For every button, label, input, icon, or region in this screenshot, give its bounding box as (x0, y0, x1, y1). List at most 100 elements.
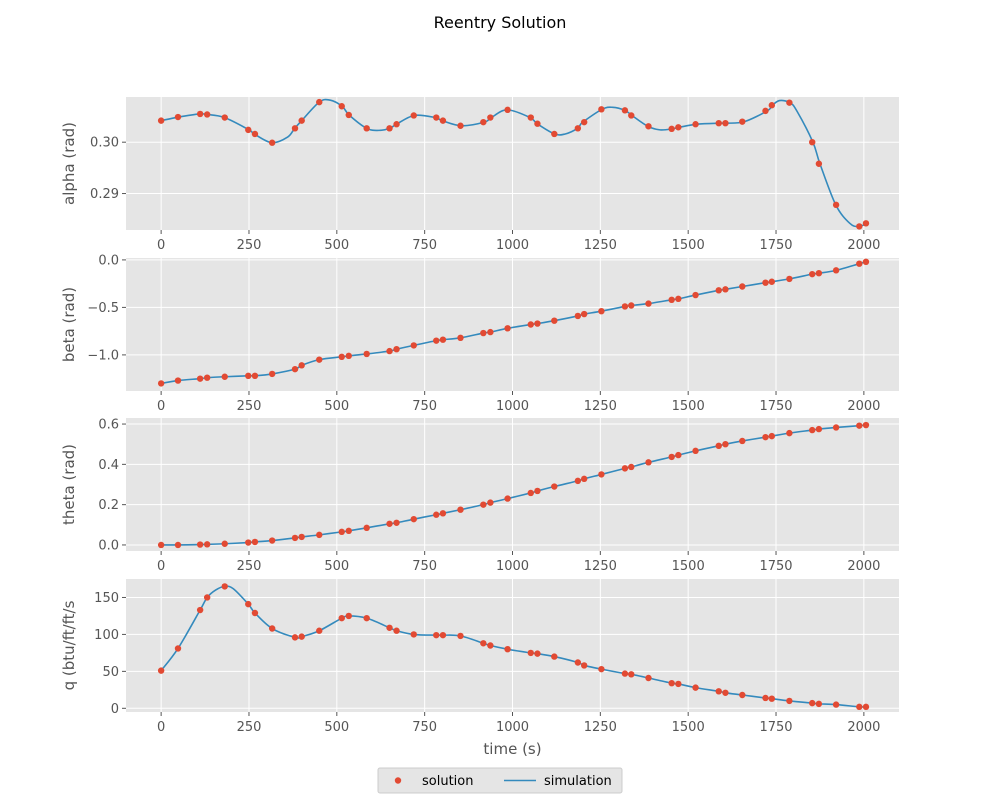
solution-point (574, 477, 582, 485)
solution-point (504, 495, 511, 502)
solution-point (692, 121, 699, 128)
x-tick-label: 250 (237, 559, 262, 574)
solution-point (433, 631, 440, 639)
solution-point (856, 260, 863, 267)
solution-point (722, 119, 729, 127)
solution-point (527, 321, 534, 328)
subplot-1: 0 250 500 750 1000 1250 1500 1750 2000 0.29 0.30 al… (60, 97, 899, 253)
solution-point (363, 524, 370, 532)
x-tick-label: 1500 (672, 559, 705, 574)
x-tick-label: 500 (324, 720, 349, 735)
solution-point (551, 317, 558, 324)
solution-point (221, 373, 228, 380)
solution-point (645, 123, 652, 130)
solution-point (786, 99, 793, 106)
solution-point (345, 527, 352, 535)
solution-point (675, 680, 682, 688)
solution-point (439, 631, 447, 639)
y-tick-label: 100 (94, 628, 119, 643)
x-tick-label: 750 (412, 720, 437, 735)
solution-point (245, 539, 252, 546)
solution-point (251, 609, 259, 617)
solution-point (291, 634, 299, 641)
x-tick-label: 0 (157, 559, 165, 574)
solution-point (245, 126, 252, 134)
solution-point (157, 380, 165, 387)
simulation-line (161, 424, 867, 546)
solution-point (433, 337, 440, 344)
solution-point (221, 540, 228, 547)
solution-point (386, 125, 393, 132)
solution-point (393, 519, 400, 526)
solution-point (251, 372, 259, 379)
y-axis-label: theta (rad) (60, 444, 78, 525)
solution-point (675, 124, 682, 131)
solution-point (363, 350, 370, 358)
solution-point (196, 110, 204, 118)
solution-point (480, 329, 487, 337)
solution-point (832, 201, 840, 209)
solution-point (203, 374, 211, 381)
solution-point (722, 286, 729, 293)
solution-point (551, 483, 558, 490)
solution-point (768, 278, 776, 285)
solution-point (580, 310, 588, 318)
x-tick-label: 1500 (672, 399, 705, 414)
x-tick-label: 1250 (584, 720, 617, 735)
solution-point (251, 538, 259, 546)
solution-point (534, 487, 541, 495)
solution-point (316, 356, 323, 363)
solution-point (856, 223, 863, 230)
y-tick-label: 50 (102, 665, 119, 680)
solution-point (433, 511, 440, 518)
solution-point (668, 679, 675, 687)
solution-point (298, 633, 305, 640)
solution-point (621, 670, 629, 677)
x-tick-label: 1750 (759, 399, 792, 414)
solution-point (393, 121, 400, 128)
solution-point (628, 302, 635, 309)
subplot-2: 0 250 500 750 1000 1250 1500 1750 2000 −1.0 −0.5 0.… (60, 253, 899, 414)
x-axis-label: time (s) (483, 740, 541, 758)
x-tick-label: 1250 (584, 399, 617, 414)
solution-point (598, 106, 605, 113)
x-tick-label: 0 (157, 720, 165, 735)
solution-point (504, 325, 511, 332)
solution-point (551, 653, 558, 660)
solution-point (815, 270, 823, 277)
solution-point (268, 537, 276, 544)
solution-point (203, 594, 211, 601)
solution-point (809, 699, 816, 707)
y-tick-label: −0.5 (87, 301, 119, 316)
subplot-4: 0 250 500 750 1000 1250 1500 1750 2000 0 50 100 150 q… (60, 579, 899, 758)
solution-point (268, 625, 276, 632)
solution-point (291, 365, 299, 373)
solution-point (480, 501, 487, 508)
solution-point (410, 515, 417, 523)
solution-point (692, 684, 699, 691)
x-tick-label: 1250 (584, 559, 617, 574)
solution-point (196, 375, 204, 382)
solution-point (457, 632, 464, 640)
x-tick-label: 1000 (496, 720, 529, 735)
solution-point (410, 631, 417, 638)
x-tick-label: 250 (237, 399, 262, 414)
x-tick-label: 1250 (584, 238, 617, 253)
solution-point (480, 640, 487, 647)
solution-point (174, 113, 182, 121)
solution-point (815, 160, 823, 167)
solution-point (386, 520, 393, 527)
solution-point (668, 453, 675, 461)
solution-point (157, 117, 165, 124)
y-tick-label: 0.6 (98, 418, 119, 433)
solution-point (856, 422, 863, 429)
x-tick-label: 2000 (847, 559, 880, 574)
solution-point (809, 426, 816, 434)
solution-point (762, 694, 769, 702)
solution-point (245, 600, 252, 608)
y-tick-label: 0.2 (98, 498, 119, 513)
solution-point (668, 125, 675, 133)
solution-point (832, 424, 840, 431)
solution-point (410, 342, 417, 349)
